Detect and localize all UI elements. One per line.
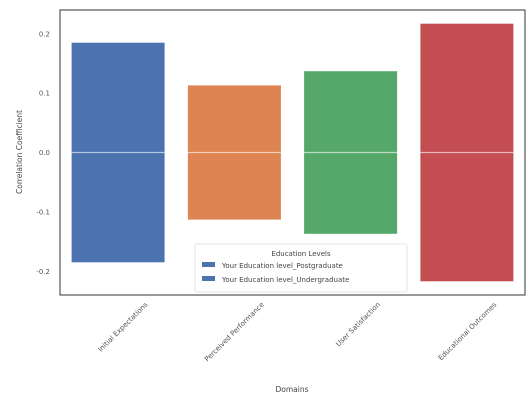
x-ticks-group: Initial Expectations Perceived Performanc… [97, 301, 499, 364]
y-tick-label: 0.1 [39, 90, 50, 98]
y-tick-label: -0.2 [36, 268, 50, 276]
legend-swatch-postgraduate [202, 262, 215, 267]
legend-swatch-undergraduate [202, 276, 215, 281]
x-tick-label-user-satisfaction: User Satisfaction [334, 301, 382, 349]
y-tick-label: 0.2 [39, 30, 50, 38]
x-tick-label-educational-outcomes: Educational Outcomes [437, 301, 499, 363]
x-tick-label-perceived-performance: Perceived Performance [203, 301, 266, 364]
bar-educational-outcomes-undergraduate [420, 153, 513, 282]
y-axis-title: Correlation Coefficient [15, 110, 24, 194]
x-axis-title: Domains [275, 385, 308, 394]
bar-initial-expectations-undergraduate [72, 153, 165, 263]
legend-label-postgraduate: Your Education level_Postgraduate [221, 262, 343, 270]
bar-perceived-performance-postgraduate [188, 85, 281, 152]
bar-initial-expectations-postgraduate [72, 43, 165, 153]
x-tick-label-initial-expectations: Initial Expectations [97, 301, 150, 354]
bar-user-satisfaction-postgraduate [304, 71, 397, 152]
bar-user-satisfaction-undergraduate [304, 153, 397, 234]
legend-label-undergraduate: Your Education level_Undergraduate [221, 276, 349, 284]
y-ticks-group: 0.2 0.1 0.0 -0.1 -0.2 [36, 30, 50, 275]
bar-educational-outcomes-postgraduate [420, 24, 513, 153]
y-tick-label: 0.0 [39, 149, 50, 157]
legend-title: Education Levels [271, 250, 331, 258]
y-tick-label: -0.1 [36, 208, 50, 216]
bar-perceived-performance-undergraduate [188, 153, 281, 220]
legend: Education Levels Your Education level_Po… [195, 244, 407, 292]
